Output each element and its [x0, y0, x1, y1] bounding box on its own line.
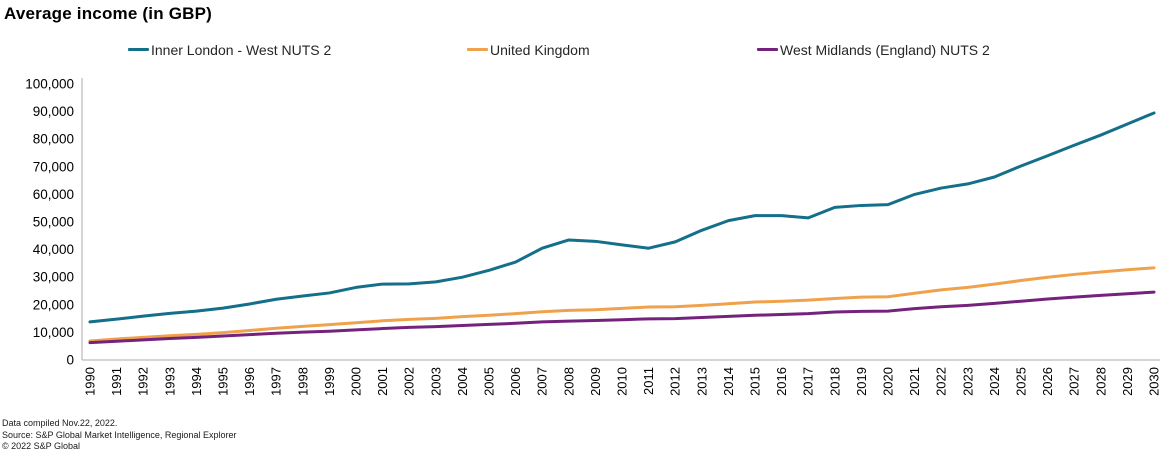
svg-text:1998: 1998	[295, 367, 310, 396]
svg-text:2017: 2017	[801, 367, 816, 396]
chart-title: Average income (in GBP)	[4, 4, 213, 23]
footnote-data-compiled: Data compiled Nov.22, 2022.	[2, 418, 118, 428]
svg-text:2018: 2018	[827, 367, 842, 396]
svg-text:2015: 2015	[748, 367, 763, 396]
svg-text:2025: 2025	[1014, 367, 1029, 396]
svg-text:60,000: 60,000	[33, 187, 74, 202]
svg-text:2004: 2004	[455, 367, 470, 396]
svg-text:2007: 2007	[535, 367, 550, 396]
svg-text:2010: 2010	[615, 367, 630, 396]
footnote-source: Source: S&P Global Market Intelligence, …	[2, 429, 237, 440]
svg-text:2009: 2009	[588, 367, 603, 396]
svg-text:2019: 2019	[854, 367, 869, 396]
svg-text:2021: 2021	[907, 367, 922, 396]
svg-text:1996: 1996	[242, 367, 257, 396]
svg-text:40,000: 40,000	[33, 242, 74, 257]
svg-text:30,000: 30,000	[33, 270, 74, 285]
svg-text:2024: 2024	[987, 367, 1002, 396]
svg-text:2027: 2027	[1067, 367, 1082, 396]
svg-text:2023: 2023	[960, 367, 975, 396]
svg-text:90,000: 90,000	[33, 104, 74, 119]
legend-item-west-midlands: West Midlands (England) NUTS 2	[757, 41, 990, 58]
svg-text:2026: 2026	[1040, 367, 1055, 396]
svg-text:80,000: 80,000	[33, 132, 74, 147]
svg-text:1991: 1991	[109, 367, 124, 396]
svg-text:2002: 2002	[402, 367, 417, 396]
svg-text:2008: 2008	[561, 367, 576, 396]
svg-text:2006: 2006	[508, 367, 523, 396]
svg-text:1997: 1997	[269, 367, 284, 396]
svg-text:2011: 2011	[641, 367, 656, 395]
svg-text:50,000: 50,000	[33, 215, 74, 230]
legend-swatch-orange-icon	[467, 48, 488, 51]
svg-text:2014: 2014	[721, 367, 736, 396]
chart-footnotes: Data compiled Nov.22, 2022. Source: S&P …	[2, 418, 236, 453]
svg-text:2005: 2005	[482, 367, 497, 396]
svg-text:2020: 2020	[881, 367, 896, 396]
svg-text:2003: 2003	[428, 367, 443, 396]
svg-text:2016: 2016	[774, 367, 789, 396]
footnote-copyright: © 2022 S&P Global	[2, 441, 81, 451]
legend-swatch-purple-icon	[757, 48, 778, 51]
svg-text:2029: 2029	[1120, 367, 1135, 396]
legend-label: Inner London - West NUTS 2	[151, 41, 332, 58]
legend-item-united-kingdom: United Kingdom	[467, 41, 590, 58]
svg-text:20,000: 20,000	[33, 297, 74, 312]
svg-text:70,000: 70,000	[33, 159, 74, 174]
svg-text:1993: 1993	[162, 367, 177, 396]
svg-text:1990: 1990	[83, 367, 98, 396]
legend-item-inner-london-west: Inner London - West NUTS 2	[128, 41, 331, 58]
svg-text:1995: 1995	[216, 367, 231, 396]
legend-label: United Kingdom	[490, 41, 590, 58]
svg-text:2012: 2012	[668, 367, 683, 396]
svg-text:0: 0	[66, 353, 74, 368]
svg-text:10,000: 10,000	[33, 325, 74, 340]
svg-text:100,000: 100,000	[25, 77, 74, 92]
svg-text:2022: 2022	[934, 367, 949, 396]
svg-text:2000: 2000	[349, 367, 364, 396]
svg-text:2013: 2013	[694, 367, 709, 396]
svg-text:2028: 2028	[1093, 367, 1108, 396]
svg-text:1999: 1999	[322, 367, 337, 396]
legend-label: West Midlands (England) NUTS 2	[780, 41, 990, 58]
svg-text:2030: 2030	[1147, 367, 1162, 396]
svg-text:1994: 1994	[189, 367, 204, 396]
svg-text:2001: 2001	[375, 367, 390, 396]
legend-swatch-teal-icon	[128, 48, 149, 51]
svg-text:1992: 1992	[136, 367, 151, 396]
